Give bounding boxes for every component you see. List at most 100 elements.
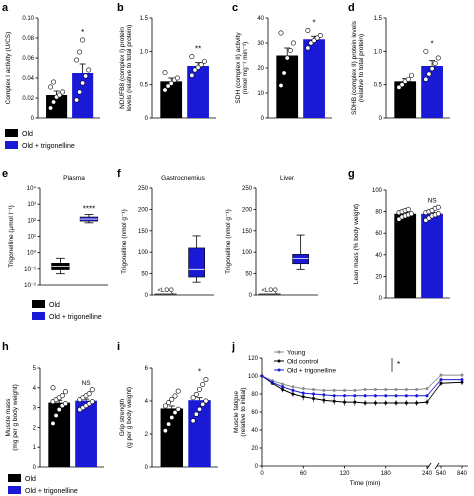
y-tick-label-d: 0	[379, 116, 383, 122]
data-point-d	[405, 76, 411, 82]
data-point-j	[363, 401, 367, 405]
data-point-j	[460, 380, 464, 384]
y-tick-label-h: 5	[33, 366, 37, 372]
data-point-d	[399, 82, 405, 88]
data-point-j	[404, 388, 408, 391]
y-tick-label-i: 6	[145, 366, 149, 372]
y-tick-label-f: 200	[138, 207, 149, 213]
data-point-c	[284, 55, 290, 61]
legend-label-trigonelline: Old + trigonelline	[49, 314, 102, 321]
y-tick-label-i: 2	[145, 432, 149, 438]
y-tick-label-h: 1	[33, 445, 37, 451]
data-point-c	[305, 27, 311, 33]
data-point-j	[301, 395, 305, 399]
data-point-j	[363, 394, 367, 398]
legend-swatch-old	[8, 474, 21, 482]
data-point-i	[175, 406, 181, 412]
x-tick-label-j: 180	[381, 471, 392, 477]
data-point-a	[48, 105, 54, 111]
panel-letter-b: b	[117, 2, 124, 14]
legend-marker-j	[277, 359, 281, 363]
data-point-b	[162, 70, 168, 76]
y-axis-label-d: SDHB (complex II) protein levels	[351, 20, 358, 115]
data-point-j	[322, 398, 326, 402]
data-point-c	[305, 45, 311, 51]
series-connector-j	[426, 379, 442, 397]
legend-label-j: Young	[287, 350, 306, 357]
data-point-d	[423, 48, 429, 54]
y-tick-label-d: 1.0	[374, 49, 383, 55]
y-tick-label-j: 120	[248, 356, 259, 362]
y-axis-label-b: levels (relative to total protein)	[126, 25, 133, 112]
data-point-j	[270, 380, 274, 384]
y-tick-label-d: 0.5	[374, 83, 383, 89]
y-tick-label-j: 0	[255, 464, 259, 470]
data-point-i	[162, 403, 168, 409]
y-axis-label-a: Complex I activity (U/CS)	[5, 32, 12, 105]
data-point-i	[169, 396, 175, 402]
data-point-d	[429, 66, 435, 72]
data-point-j	[301, 391, 305, 395]
data-point-a	[80, 37, 86, 43]
data-point-j	[460, 378, 464, 382]
y-axis-label-g: Lean mass (% body weight)	[353, 204, 360, 284]
data-point-g	[435, 211, 441, 217]
significance-label-b: **	[195, 45, 201, 54]
bar-c-trigonelline	[303, 39, 325, 118]
legend-swatch-old	[5, 129, 18, 137]
y-tick-label-f: 100	[138, 250, 149, 256]
data-point-i	[200, 401, 206, 407]
data-point-b	[165, 83, 171, 89]
panel-letter-j: j	[231, 341, 235, 353]
y-tick-label-a: 0.06	[22, 56, 34, 62]
data-point-j	[384, 388, 388, 391]
y-tick-label-e: 10¹	[27, 235, 36, 241]
y-tick-label-e: 10²	[27, 218, 36, 224]
panel-title-f2: Liver	[280, 175, 295, 182]
y-tick-label-g: 20	[375, 274, 382, 280]
y-tick-label-a: 0.10	[22, 16, 34, 22]
data-point-d	[423, 76, 429, 82]
data-point-i	[175, 388, 181, 394]
data-point-a	[77, 49, 83, 55]
data-point-a	[51, 79, 57, 85]
data-point-c	[287, 47, 293, 53]
data-point-j	[322, 388, 326, 392]
bar-h-old	[48, 402, 71, 467]
y-axis-label-f: Trigonelline (nmol g⁻¹)	[121, 209, 128, 274]
significance-label-g: NS	[428, 197, 438, 204]
y-axis-label-d: (relative to total protein)	[358, 34, 365, 102]
panel-letter-a: a	[2, 2, 9, 14]
data-point-i	[166, 400, 172, 406]
data-point-d	[426, 71, 432, 77]
axis-break-mark-j	[426, 462, 432, 470]
data-point-h	[62, 389, 68, 395]
data-point-i	[193, 391, 199, 397]
y-tick-label-j: 40	[251, 428, 258, 434]
y-tick-label-a: 0.02	[22, 96, 34, 102]
data-point-j	[343, 394, 346, 398]
panel-letter-g: g	[348, 168, 355, 180]
y-axis-label-h: Muscle mass	[5, 398, 12, 437]
legend-label-j: Old control	[287, 359, 319, 366]
data-point-i	[197, 406, 203, 412]
y-tick-label-j: 100	[248, 374, 259, 380]
data-point-j	[373, 388, 377, 391]
data-point-j	[301, 387, 305, 391]
axis-break-mark-j	[434, 462, 440, 470]
data-point-h	[59, 393, 65, 399]
bar-g-trigonelline	[421, 213, 443, 298]
y-tick-label-e: 10⁻²	[24, 283, 36, 289]
y-tick-label-e: 10⁻¹	[24, 267, 36, 273]
y-tick-label-i: 0	[145, 465, 149, 471]
data-point-i	[200, 381, 206, 387]
legend-label-old: Old	[25, 476, 36, 483]
data-point-g	[435, 204, 441, 210]
data-point-j	[353, 394, 357, 398]
legend-marker-j	[277, 368, 281, 372]
data-point-i	[169, 414, 175, 420]
y-axis-label-e: Trigonelline (µmol l⁻¹)	[8, 205, 15, 268]
y-tick-label-j: 20	[251, 446, 258, 452]
data-point-h	[50, 385, 56, 391]
